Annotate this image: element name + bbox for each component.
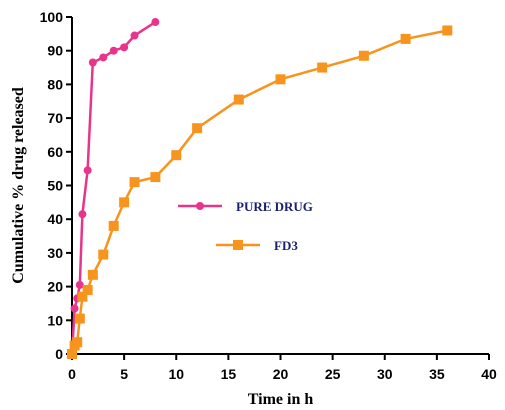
data-point xyxy=(109,46,118,55)
y-tick-label: 60 xyxy=(47,144,63,160)
x-tick-label: 5 xyxy=(120,366,128,382)
legend-item: FD3 xyxy=(216,238,298,253)
data-point xyxy=(108,220,119,231)
series-1 xyxy=(67,25,453,359)
y-tick-label: 30 xyxy=(47,245,63,261)
data-point xyxy=(275,74,286,85)
data-point xyxy=(400,33,411,44)
x-tick-label: 20 xyxy=(273,366,289,382)
y-axis-title: Cumulative % drug released xyxy=(10,87,27,284)
legend-label: FD3 xyxy=(274,238,298,253)
y-tick-label: 50 xyxy=(47,178,63,194)
data-point xyxy=(150,172,161,183)
data-point xyxy=(192,123,203,134)
data-point xyxy=(317,62,328,73)
data-point xyxy=(82,284,93,295)
data-point xyxy=(74,313,85,324)
x-tick-label: 40 xyxy=(481,366,497,382)
x-tick-label: 10 xyxy=(168,366,184,382)
data-point xyxy=(129,177,140,188)
series-layer xyxy=(67,18,453,359)
data-point xyxy=(119,197,130,208)
data-point xyxy=(120,43,129,52)
data-point xyxy=(151,18,160,27)
data-point xyxy=(88,58,97,67)
series-line xyxy=(70,29,448,355)
legend-item: PURE DRUG xyxy=(178,199,313,214)
legend-marker xyxy=(233,240,243,250)
data-point xyxy=(67,349,77,359)
y-tick-label: 20 xyxy=(47,279,63,295)
data-point xyxy=(87,269,98,280)
x-tick-label: 25 xyxy=(325,366,341,382)
data-point xyxy=(442,25,453,36)
data-point xyxy=(98,249,109,260)
y-tick-label: 10 xyxy=(47,312,63,328)
y-tick-label: 100 xyxy=(40,9,64,25)
data-point xyxy=(77,291,88,302)
x-tick-label: 30 xyxy=(377,366,393,382)
y-tick-label: 70 xyxy=(47,110,63,126)
legend: PURE DRUG FD3 xyxy=(178,199,313,253)
data-point xyxy=(75,280,84,289)
series-line xyxy=(70,21,157,355)
data-point xyxy=(233,94,244,105)
y-tick-label: 0 xyxy=(55,346,63,362)
data-point xyxy=(83,166,92,175)
data-point xyxy=(171,150,182,161)
data-point xyxy=(99,53,108,62)
data-point xyxy=(70,304,79,313)
legend-label: PURE DRUG xyxy=(236,199,313,214)
axes: 0 5 10 15 20 25 30 35 40 0 10 20 30 40 50 60 70 80 90 100 xyxy=(40,9,497,382)
data-point xyxy=(72,337,83,348)
legend-marker xyxy=(196,202,204,210)
x-ticks: 0 5 10 15 20 25 30 35 40 xyxy=(68,354,497,382)
y-tick-label: 80 xyxy=(47,76,63,92)
x-axis-title: Time in h xyxy=(248,391,314,408)
y-tick-label: 40 xyxy=(47,211,63,227)
x-tick-label: 15 xyxy=(221,366,237,382)
x-tick-label: 35 xyxy=(429,366,445,382)
x-tick-label: 0 xyxy=(68,366,76,382)
y-ticks: 0 10 20 30 40 50 60 70 80 90 100 xyxy=(40,9,72,362)
data-point xyxy=(130,31,139,40)
y-tick-label: 90 xyxy=(47,43,63,59)
data-point xyxy=(78,210,87,219)
data-point xyxy=(358,50,369,61)
